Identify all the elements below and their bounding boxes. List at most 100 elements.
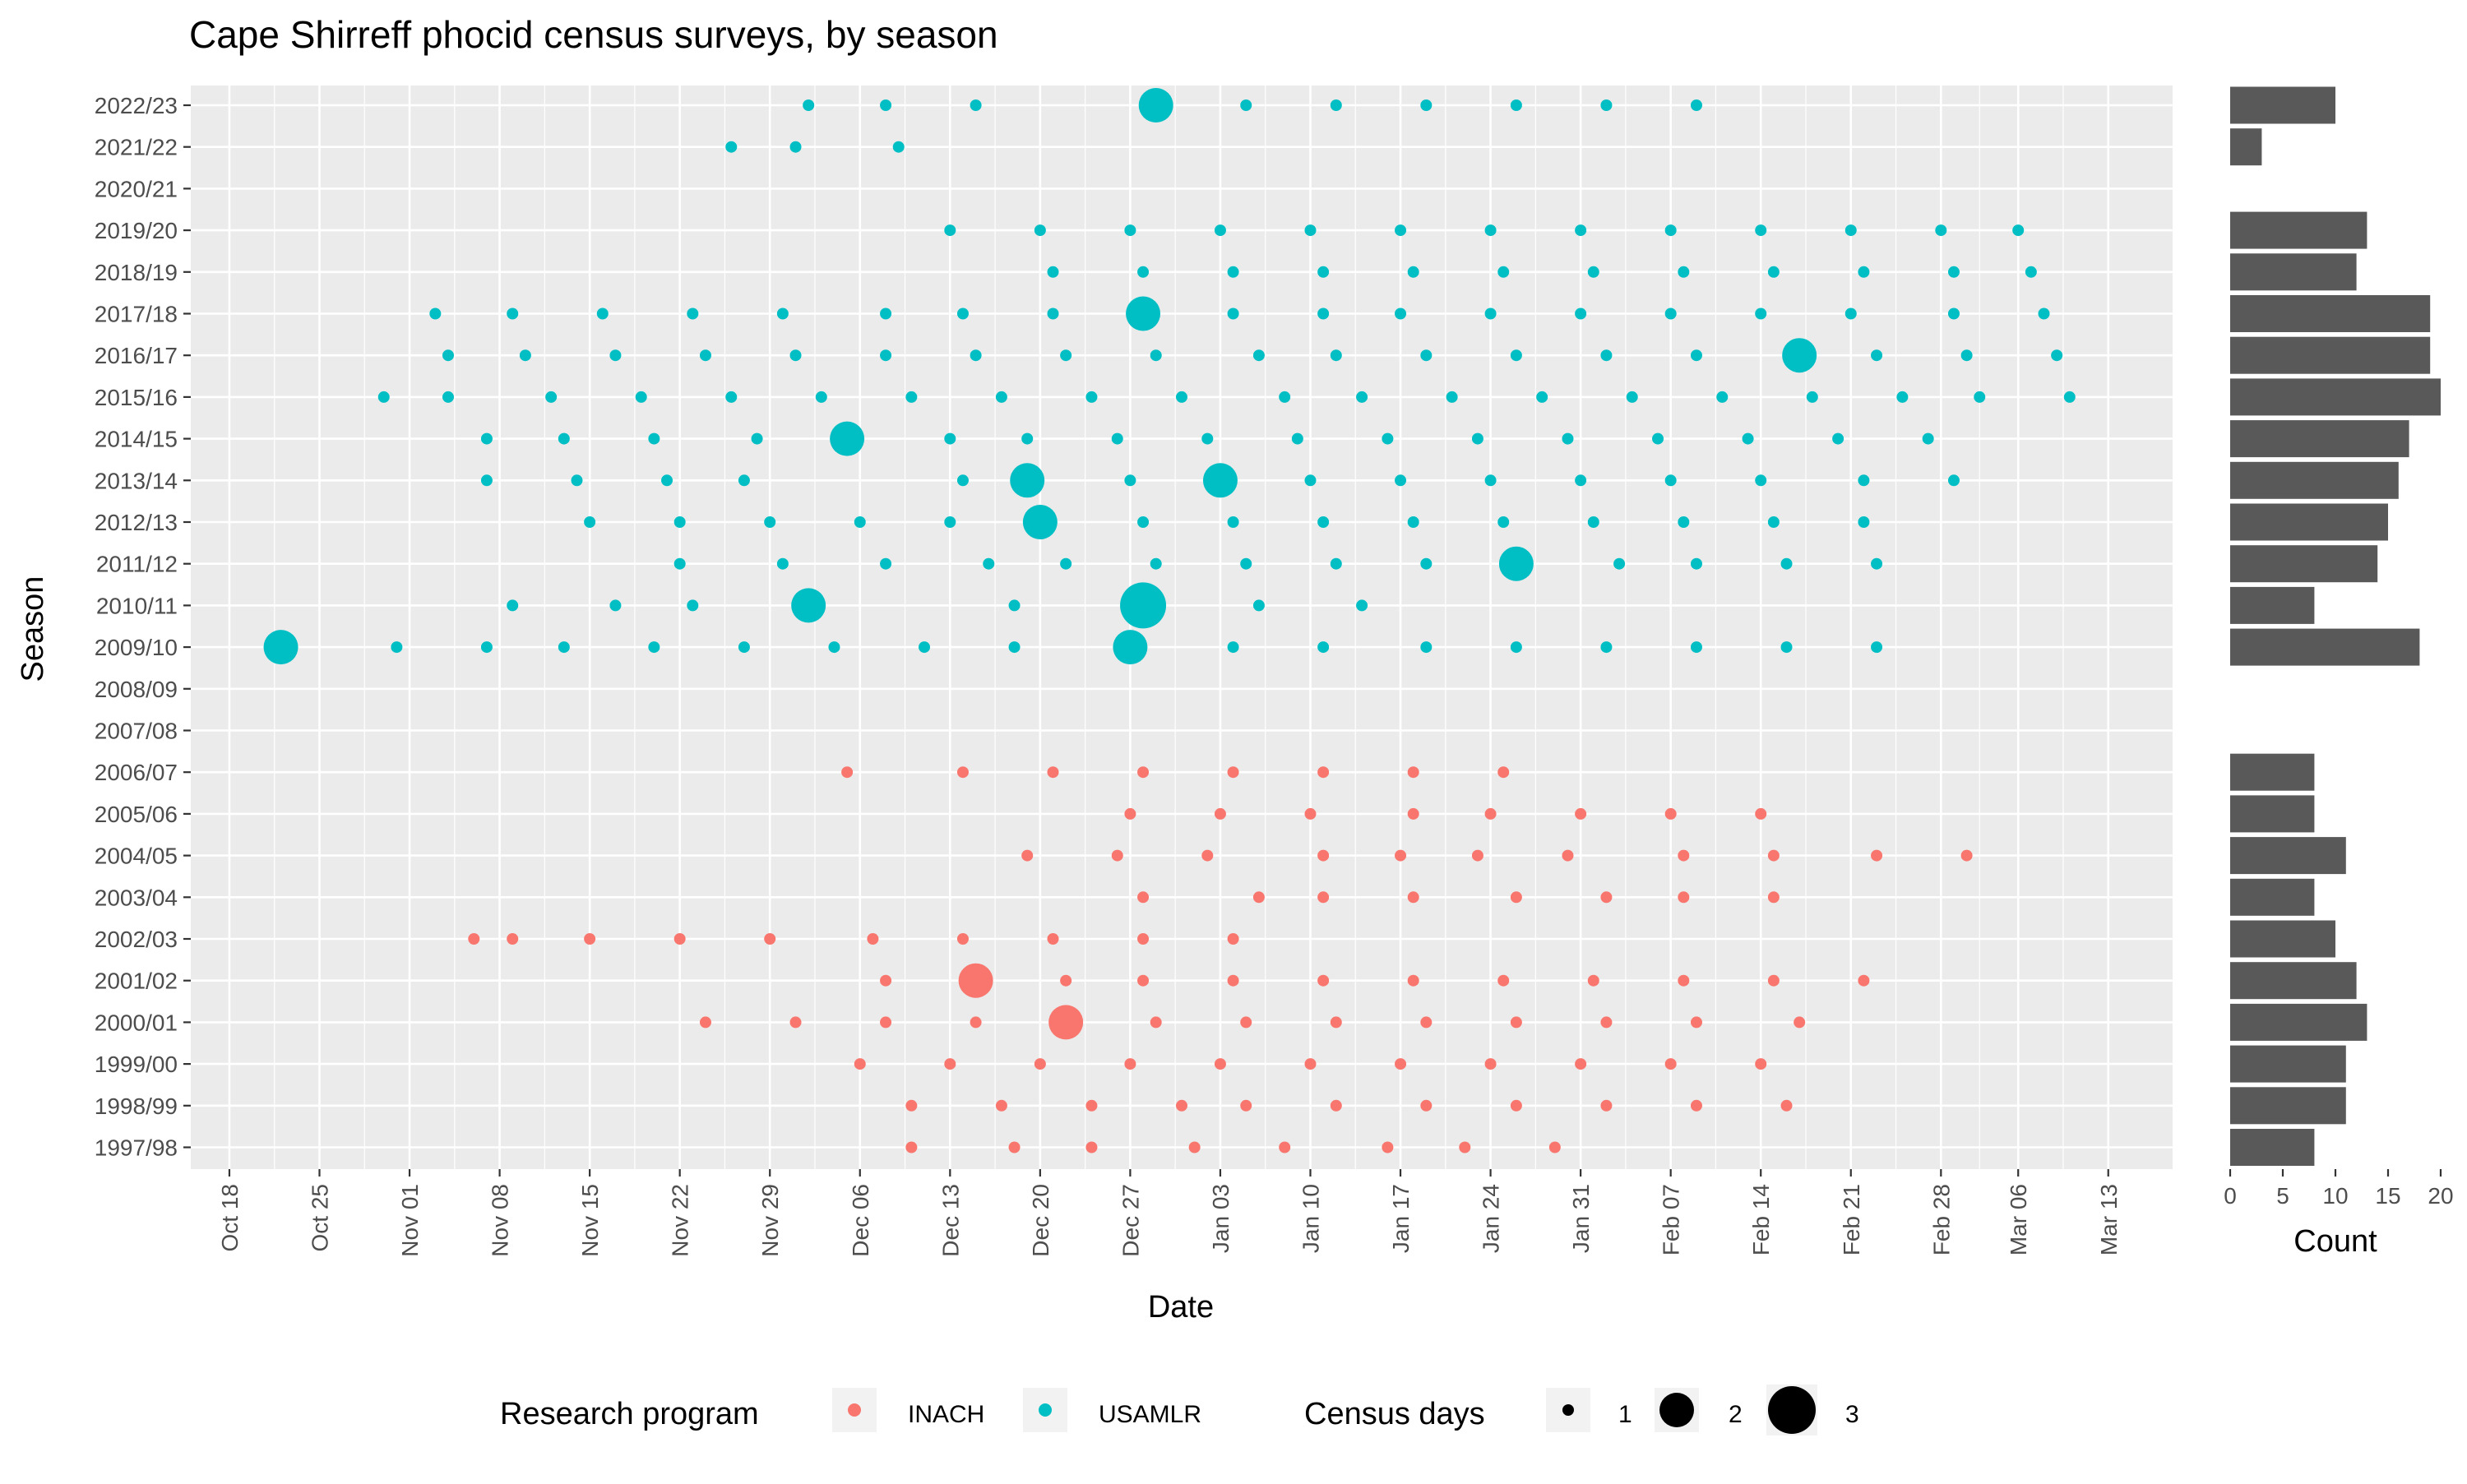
point-inach-2005-06-feb-14 [1755,807,1767,820]
x-tick-label-dec-13: Dec 13 [937,1184,963,1257]
point-usamlr-2016-17-nov-10 [519,349,531,362]
point-usamlr-2017-18-jan-24 [1484,307,1497,320]
point-usamlr-2017-18-mar-08 [2038,307,2050,320]
point-usamlr-2018-19-feb-08 [1678,266,1690,278]
point-usamlr-2018-19-jan-18 [1407,266,1419,278]
point-usamlr-2013-14-dec-19-large [1010,463,1045,498]
point-usamlr-2009-10-feb-02 [1600,641,1613,654]
point-usamlr-2018-19-dec-21 [1047,266,1059,278]
point-inach-2003-04-jan-06 [1252,891,1265,904]
point-inach-1999-00-dec-27 [1124,1058,1136,1070]
point-usamlr-2019-20-mar-06 [2012,224,2025,237]
point-inach-1998-99-feb-16 [1780,1099,1793,1112]
point-usamlr-2012-13-dec-13 [944,516,956,528]
point-usamlr-2014-15-feb-20 [1832,432,1844,445]
point-usamlr-2022-23-jan-19 [1420,99,1433,111]
point-usamlr-2019-20-feb-21 [1844,224,1857,237]
point-usamlr-2010-11-jan-14 [1356,599,1368,612]
point-usamlr-2019-20-jan-17 [1395,224,1407,237]
point-inach-1999-00-dec-06 [854,1058,866,1070]
point-inach-2004-05-jan-11 [1317,849,1330,862]
point-inach-2000-01-jan-19 [1420,1016,1433,1029]
point-usamlr-2011-12-feb-16 [1780,557,1793,570]
main-panel-background [191,86,2173,1169]
x-tick-label-feb-14: Feb 14 [1748,1184,1774,1255]
x-tick-label-mar-13: Mar 13 [2096,1184,2122,1255]
legend-usamlr-label: USAMLR [1099,1401,1201,1428]
point-inach-2002-03-nov-22 [673,933,686,945]
point-usamlr-2009-10-dec-11 [919,641,931,654]
point-inach-2005-06-feb-07 [1664,807,1677,820]
x-tick-label-oct-25: Oct 25 [307,1184,332,1251]
point-inach-2002-03-dec-14 [956,933,969,945]
point-inach-2005-06-jan-10 [1304,807,1317,820]
point-usamlr-2014-15-nov-20 [648,432,660,445]
point-inach-1998-99-jan-26 [1510,1099,1522,1112]
point-usamlr-2015-16-nov-04 [442,391,454,403]
count-panel: 0 5 10 15 20 [2224,86,2454,1209]
point-usamlr-2012-13-jan-25 [1497,516,1510,528]
point-inach-2000-01-dec-22-large [1048,1005,1084,1040]
y-tick-label-1999-00: 1999/00 [95,1052,178,1077]
point-inach-2002-03-nov-09 [507,933,519,945]
point-usamlr-2015-16-dec-10 [905,391,918,403]
point-usamlr-2011-12-feb-23 [1871,557,1883,570]
point-usamlr-2016-17-jan-19 [1420,349,1433,362]
point-inach-2002-03-dec-07 [867,933,879,945]
x-tick-label-nov-08: Nov 08 [488,1184,513,1257]
legend-size-2-marker [1659,1393,1694,1427]
count-bar-2002-03 [2230,920,2335,958]
point-inach-2000-01-dec-15 [970,1016,982,1029]
point-usamlr-2016-17-nov-24 [699,349,711,362]
point-inach-2001-02-feb-01 [1587,974,1599,987]
legend-inach-label: INACH [908,1401,984,1428]
point-usamlr-2009-10-jan-11 [1317,641,1330,654]
point-usamlr-2017-18-nov-16 [596,307,609,320]
point-usamlr-2019-20-jan-31 [1575,224,1587,237]
main-points [263,88,2076,1153]
point-usamlr-2019-20-feb-07 [1664,224,1677,237]
count-bar-1997-98 [2230,1129,2315,1166]
point-usamlr-2015-16-jan-08 [1279,391,1291,403]
point-usamlr-2014-15-jan-09 [1291,432,1303,445]
point-inach-1998-99-feb-09 [1690,1099,1702,1112]
point-inach-2003-04-jan-18 [1407,891,1419,904]
point-usamlr-2015-16-feb-11 [1716,391,1729,403]
point-usamlr-2013-14-jan-03-large [1202,463,1238,498]
legend-inach-marker [848,1403,861,1417]
y-tick-label-2002-03: 2002/03 [95,927,178,952]
point-inach-2004-05-jan-17 [1395,849,1407,862]
point-inach-2001-02-feb-15 [1767,974,1780,987]
y-tick-label-2009-10: 2009/10 [95,635,178,660]
point-inach-1997-98-jan-29 [1548,1141,1561,1153]
point-usamlr-2015-16-nov-19 [635,391,647,403]
point-usamlr-2011-12-nov-30 [776,557,789,570]
point-inach-2006-07-jan-18 [1407,766,1419,779]
point-inach-2002-03-jan-04 [1227,933,1239,945]
count-x-tick-label-20: 20 [2428,1183,2453,1209]
point-inach-1998-99-feb-02 [1600,1099,1613,1112]
point-usamlr-2022-23-dec-29-large [1138,88,1173,123]
point-usamlr-2010-11-dec-02-large [791,588,826,623]
x-tick-label-jan-10: Jan 10 [1298,1184,1323,1253]
point-inach-2003-04-feb-15 [1767,891,1780,904]
y-tick-label-2018-19: 2018/19 [95,260,178,285]
point-usamlr-2012-13-feb-22 [1858,516,1870,528]
point-usamlr-2021-22-dec-09 [892,141,905,153]
point-usamlr-2011-12-dec-08 [880,557,892,570]
point-usamlr-2017-18-feb-07 [1664,307,1677,320]
x-tick-label-jan-24: Jan 24 [1479,1184,1504,1253]
point-usamlr-2017-18-dec-28-large [1126,296,1161,331]
y-tick-label-2013-14: 2013/14 [95,468,178,493]
point-usamlr-2011-12-jan-12 [1330,557,1342,570]
point-usamlr-2013-14-feb-22 [1858,474,1870,487]
point-usamlr-2009-10-nov-13 [558,641,570,654]
legend-size-title: Census days [1304,1397,1485,1431]
point-usamlr-2009-10-dec-04 [828,641,840,654]
x-tick-label-dec-06: Dec 06 [848,1184,873,1257]
y-tick-label-2015-16: 2015/16 [95,385,178,410]
point-usamlr-2017-18-jan-31 [1575,307,1587,320]
y-tick-label-2003-04: 2003/04 [95,885,178,910]
point-usamlr-2013-14-nov-07 [480,474,493,487]
